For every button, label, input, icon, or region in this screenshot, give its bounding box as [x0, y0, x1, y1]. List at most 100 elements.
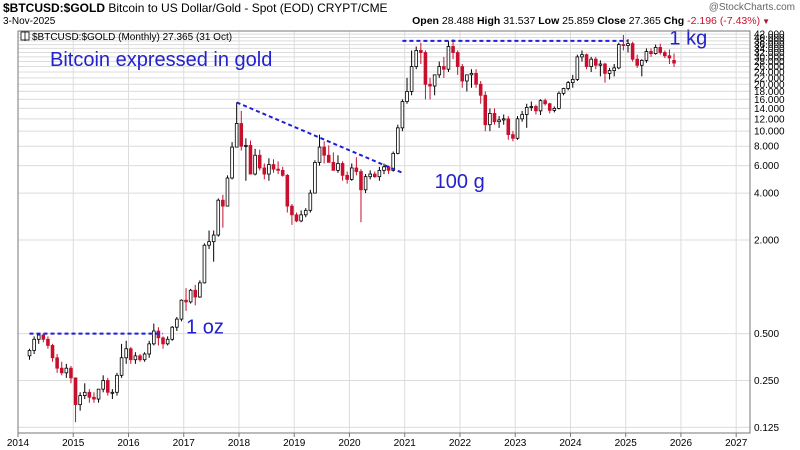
candle	[326, 145, 331, 163]
candle-body	[193, 289, 198, 298]
candle-body	[359, 171, 363, 191]
y-tick-label: 34.000	[754, 44, 785, 55]
candle	[658, 43, 663, 55]
candle-body	[589, 58, 593, 67]
candle-body	[349, 167, 354, 180]
candle	[547, 102, 552, 114]
candle	[617, 42, 621, 70]
x-tick-label: 2021	[394, 438, 417, 449]
y-tick-label: 0.125	[754, 423, 779, 434]
candle	[446, 40, 451, 72]
candle-body	[354, 167, 359, 172]
candle-body	[423, 52, 428, 85]
candle-body	[538, 100, 543, 112]
candle-body	[257, 154, 262, 169]
candle-body	[211, 234, 216, 243]
y-tick-label: 42.000	[754, 30, 785, 41]
candle-body	[179, 299, 184, 320]
candle	[566, 80, 570, 91]
candle-body	[575, 56, 580, 80]
candle	[101, 375, 105, 393]
high-value: 31.537	[503, 15, 536, 27]
candle	[607, 67, 612, 80]
candle	[437, 61, 442, 78]
candle	[156, 327, 161, 346]
candle-body	[483, 94, 488, 126]
candle-body	[557, 92, 561, 109]
candle	[373, 171, 377, 179]
y-tick-label: 6.000	[754, 161, 779, 172]
candle-body	[672, 59, 676, 64]
candle-body	[317, 146, 322, 163]
candle	[331, 152, 336, 171]
candle-body	[534, 106, 538, 112]
candle-body	[400, 101, 405, 129]
candle	[451, 39, 455, 60]
candle-body	[230, 146, 234, 179]
candle-body	[170, 326, 175, 340]
candle	[64, 363, 69, 378]
candle-body	[340, 163, 345, 176]
candle	[478, 80, 483, 104]
candle-body	[175, 318, 179, 328]
candle	[538, 99, 543, 115]
candle	[396, 124, 400, 155]
candle	[469, 69, 474, 88]
close-value: 27.365	[628, 15, 661, 27]
candle	[663, 50, 667, 59]
candle	[667, 49, 672, 65]
candle-body	[566, 82, 570, 89]
candle-body	[529, 106, 534, 108]
candle	[630, 41, 635, 62]
candle-body	[147, 343, 151, 355]
ohlc-readout: Open 28.488 High 31.537 Low 25.859 Close…	[412, 15, 770, 27]
candle	[598, 60, 603, 77]
candle	[340, 161, 345, 181]
candle	[198, 280, 202, 298]
candle	[442, 56, 446, 78]
candle	[124, 340, 128, 364]
candle-body	[207, 241, 211, 246]
candle-body	[59, 367, 64, 374]
y-tick-label: 30.000	[754, 52, 785, 63]
candle	[105, 377, 110, 396]
candle-body	[492, 113, 497, 123]
candle	[211, 230, 216, 262]
y-tick-label: 10.000	[754, 127, 785, 138]
candle-body	[336, 163, 340, 171]
candle-body	[511, 134, 515, 139]
candle-body	[373, 173, 377, 178]
candle-body	[561, 88, 566, 94]
candle	[267, 158, 271, 181]
candle-body	[478, 83, 483, 96]
candle-body	[626, 43, 630, 46]
candle	[644, 48, 649, 63]
candle-body	[570, 79, 575, 84]
candle-body	[501, 118, 506, 121]
candle	[142, 352, 147, 362]
candle-body	[386, 166, 391, 171]
candle-body	[165, 338, 170, 345]
candle	[59, 361, 64, 376]
stockcharts-watermark[interactable]: @StockCharts.com	[708, 2, 795, 13]
y-tick-label: 16.000	[754, 95, 785, 106]
candle-body	[644, 51, 649, 61]
candle	[294, 212, 299, 223]
candle	[202, 243, 207, 284]
candle-body	[451, 46, 455, 53]
chart-title: Bitcoin expressed in gold	[50, 49, 272, 71]
candle-body	[584, 54, 589, 67]
candle	[175, 316, 179, 332]
candle-body	[280, 169, 285, 176]
candle	[524, 103, 529, 128]
candle-body	[455, 52, 460, 67]
low-value: 25.859	[562, 15, 595, 27]
candle-body	[119, 357, 124, 376]
candle-body	[497, 119, 501, 123]
candle-body	[663, 52, 667, 57]
candle	[290, 204, 294, 225]
candle-body	[115, 374, 119, 393]
candle	[414, 46, 419, 70]
candle-body	[552, 108, 557, 111]
